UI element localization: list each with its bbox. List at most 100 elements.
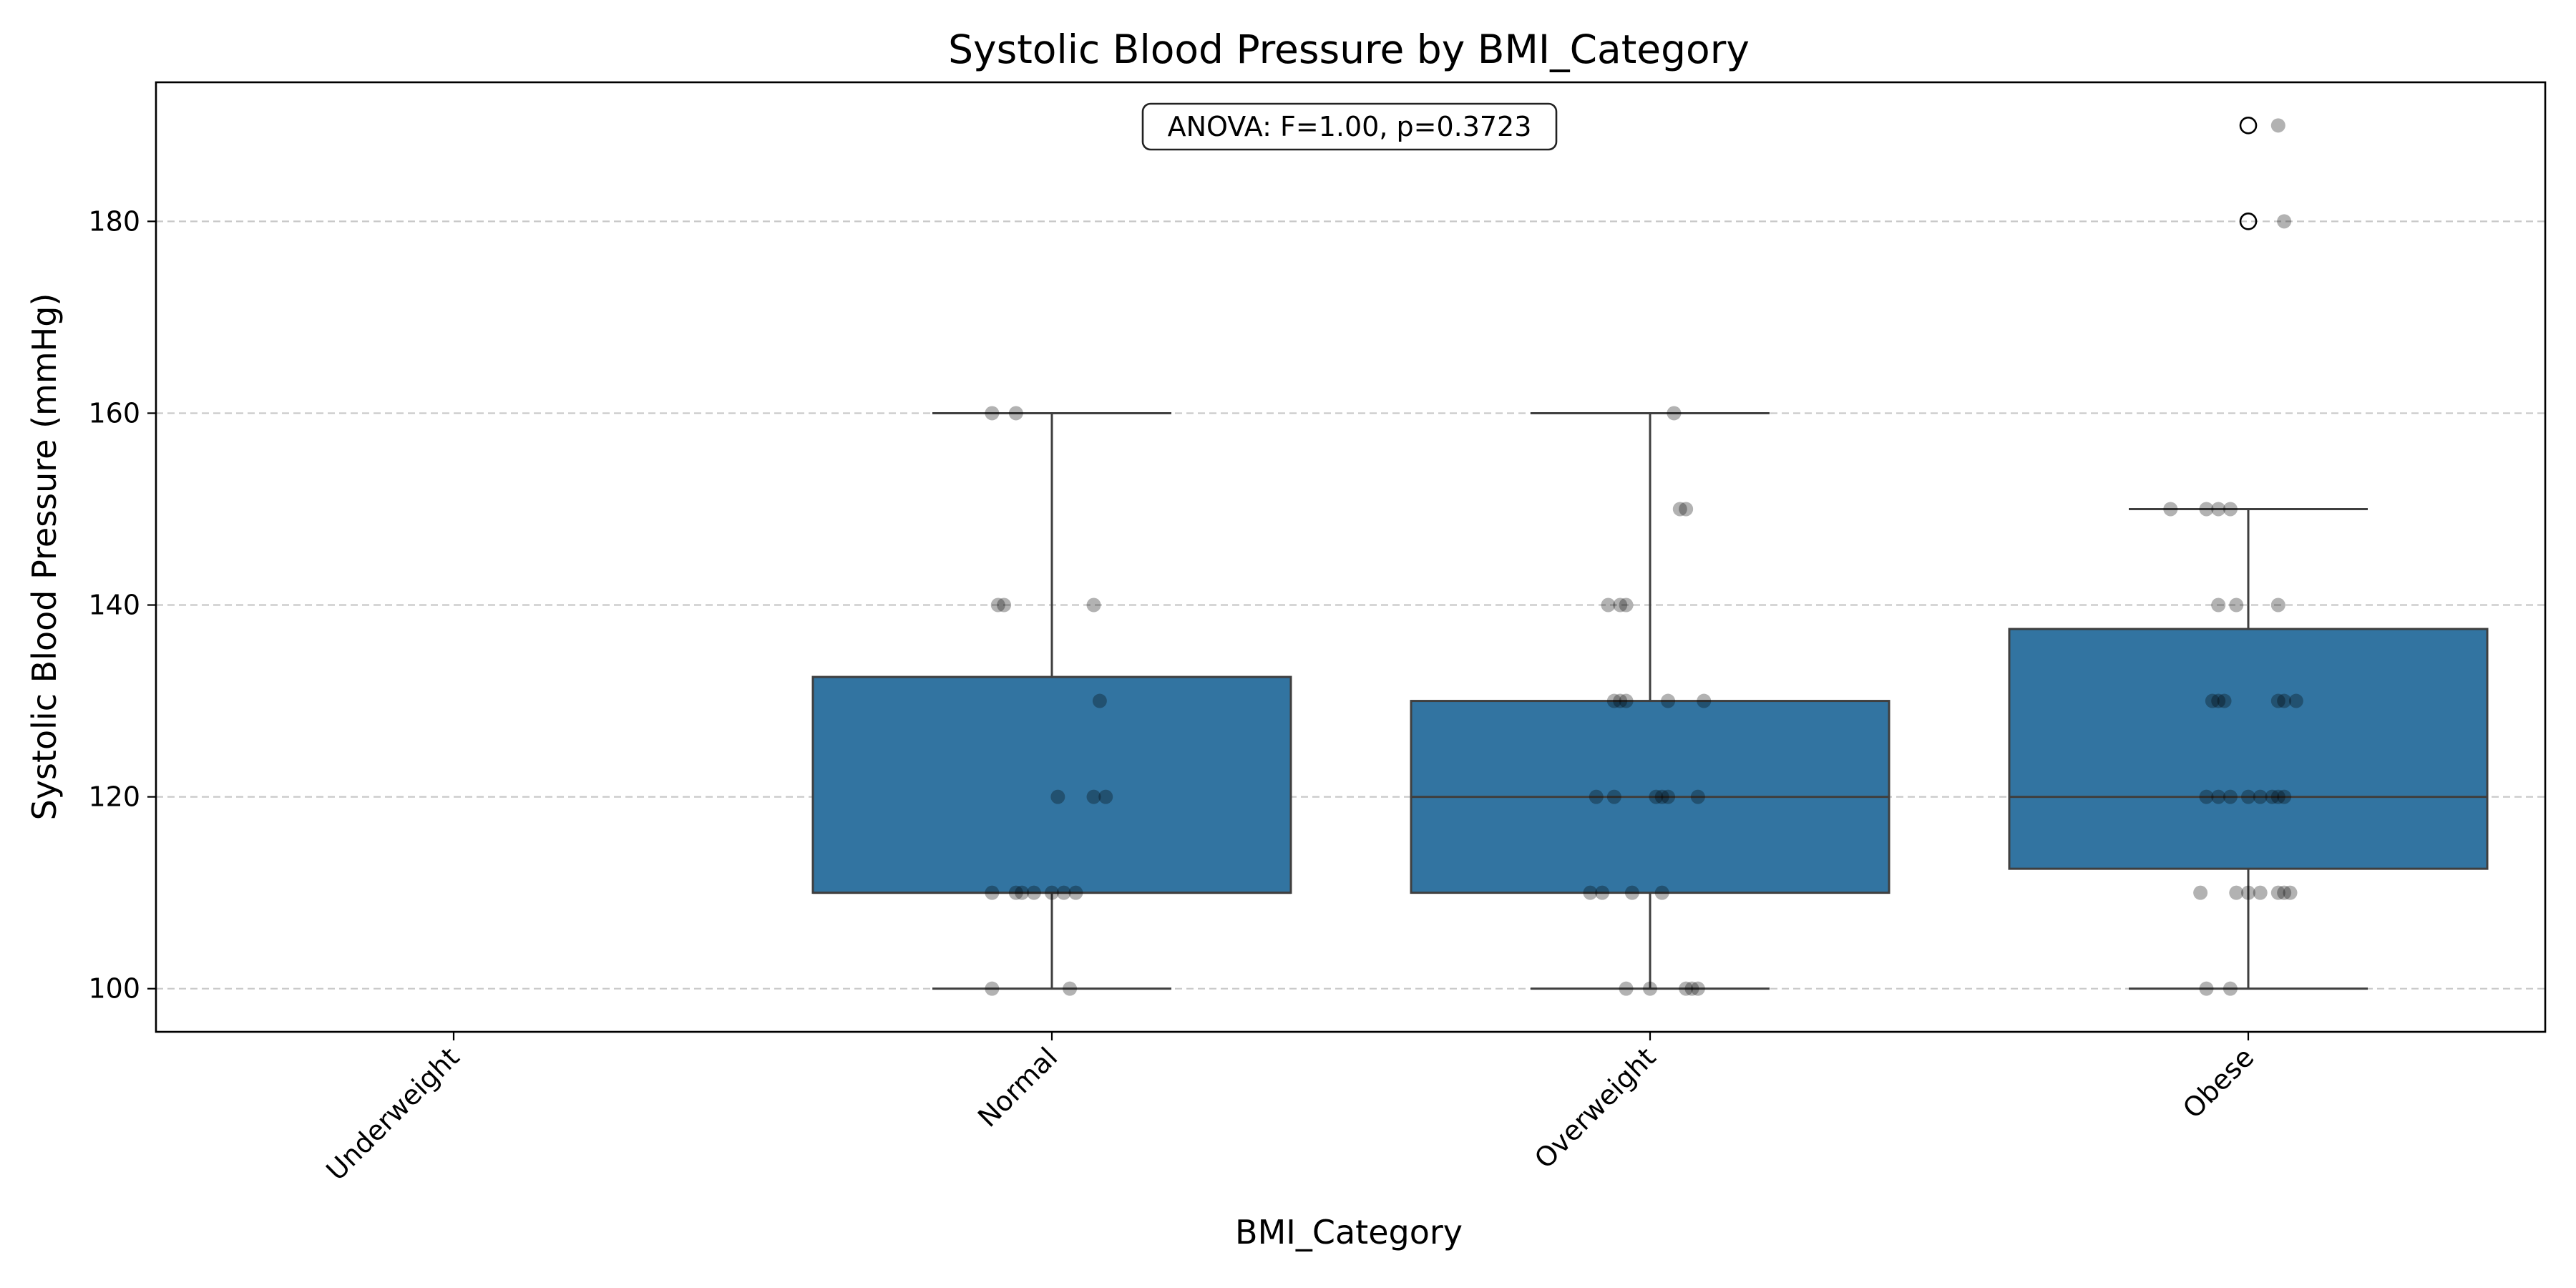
data-point [2211, 789, 2226, 804]
data-point [2241, 885, 2255, 900]
plot-frame [155, 81, 2547, 1033]
x-tick-label: Normal [972, 1041, 1063, 1133]
data-point [2211, 502, 2226, 517]
data-point [1690, 789, 1705, 804]
data-point [1672, 502, 1687, 517]
data-point [2277, 885, 2292, 900]
data-point [2253, 885, 2268, 900]
annotation-text: ANOVA: F=1.00, p=0.3723 [1168, 111, 1532, 142]
data-point [997, 597, 1012, 613]
data-point [990, 597, 1005, 613]
data-point [2217, 693, 2232, 708]
annotation-box [1141, 102, 1558, 151]
x-tick-label: Overweight [1528, 1041, 1662, 1174]
data-point [1589, 789, 1604, 804]
data-point [1015, 885, 1030, 900]
y-tick-label: 140 [88, 590, 140, 621]
y-tick-label: 180 [88, 205, 140, 237]
data-point [1619, 597, 1634, 613]
data-point [985, 885, 1000, 900]
data-point [2163, 502, 2178, 517]
data-point [2270, 789, 2285, 804]
data-point [2211, 693, 2226, 708]
box-normal [811, 411, 1292, 990]
data-point [1098, 789, 1113, 804]
box-overweight [1410, 411, 1890, 990]
data-point [1056, 885, 1071, 900]
x-axis-label: BMI_Category [1235, 1213, 1463, 1252]
data-point [1624, 885, 1639, 900]
data-point [1661, 693, 1676, 708]
box-series [811, 117, 2489, 990]
data-point [2270, 118, 2285, 133]
data-point [1606, 789, 1621, 804]
data-point [1595, 885, 1610, 900]
data-point [1008, 406, 1023, 421]
data-point [2265, 789, 2280, 804]
data-point [1086, 597, 1101, 613]
x-tick-label: Obese [2177, 1041, 2260, 1124]
data-point [1619, 981, 1634, 996]
data-point [2270, 597, 2285, 613]
data-point [2229, 597, 2244, 613]
outlier-marker [2239, 213, 2258, 230]
anova-annotation: ANOVA: F=1.00, p=0.3723 [1141, 102, 1558, 151]
x-axis-ticks: Underweight Normal Overweight Obese [320, 1032, 2260, 1186]
data-point [2199, 789, 2214, 804]
data-point [2223, 502, 2238, 517]
data-point [1606, 693, 1621, 708]
strip-points [985, 118, 2303, 996]
data-point [2193, 885, 2208, 900]
data-point [2270, 885, 2285, 900]
y-axis-label: Systolic Blood Pressure (mmHg) [25, 293, 64, 821]
data-point [1086, 789, 1101, 804]
grid-lines [156, 220, 2545, 990]
box-body [2008, 628, 2489, 870]
data-point [1643, 981, 1657, 996]
box-body [811, 675, 1292, 894]
data-point [1045, 885, 1059, 900]
data-point [1050, 789, 1065, 804]
data-point [2199, 502, 2214, 517]
data-point [2223, 981, 2238, 996]
y-tick-label: 120 [88, 781, 140, 813]
data-point [1092, 693, 1107, 708]
outlier-marker [2239, 117, 2258, 135]
data-point [1063, 981, 1078, 996]
data-point [2277, 789, 2292, 804]
data-point [2283, 885, 2298, 900]
data-point [2241, 789, 2255, 804]
data-point [2288, 693, 2303, 708]
data-point [1649, 789, 1664, 804]
data-point [1667, 406, 1682, 421]
data-point [2270, 693, 2285, 708]
data-point [2205, 693, 2220, 708]
data-point [1583, 885, 1598, 900]
data-point [1679, 981, 1694, 996]
data-point [1613, 693, 1628, 708]
box-obese [2008, 117, 2489, 990]
data-point [1619, 693, 1634, 708]
data-point [1613, 597, 1628, 613]
data-point [1684, 981, 1699, 996]
data-point [1690, 981, 1705, 996]
data-point [2199, 981, 2214, 996]
data-point [1697, 693, 1712, 708]
data-point [1661, 789, 1676, 804]
data-point [2277, 693, 2292, 708]
x-tick-label: Underweight [320, 1041, 465, 1186]
data-point [1008, 885, 1023, 900]
y-axis-ticks: 100 120 140 160 180 [88, 205, 156, 1005]
data-point [1654, 885, 1669, 900]
data-point [985, 981, 1000, 996]
data-point [1026, 885, 1041, 900]
data-point [1601, 597, 1616, 613]
data-point [1068, 885, 1083, 900]
data-point [985, 406, 1000, 421]
y-tick-label: 160 [88, 397, 140, 429]
data-point [2229, 885, 2244, 900]
data-point [1654, 789, 1669, 804]
data-point [1679, 502, 1694, 517]
y-tick-label: 100 [88, 973, 140, 1005]
